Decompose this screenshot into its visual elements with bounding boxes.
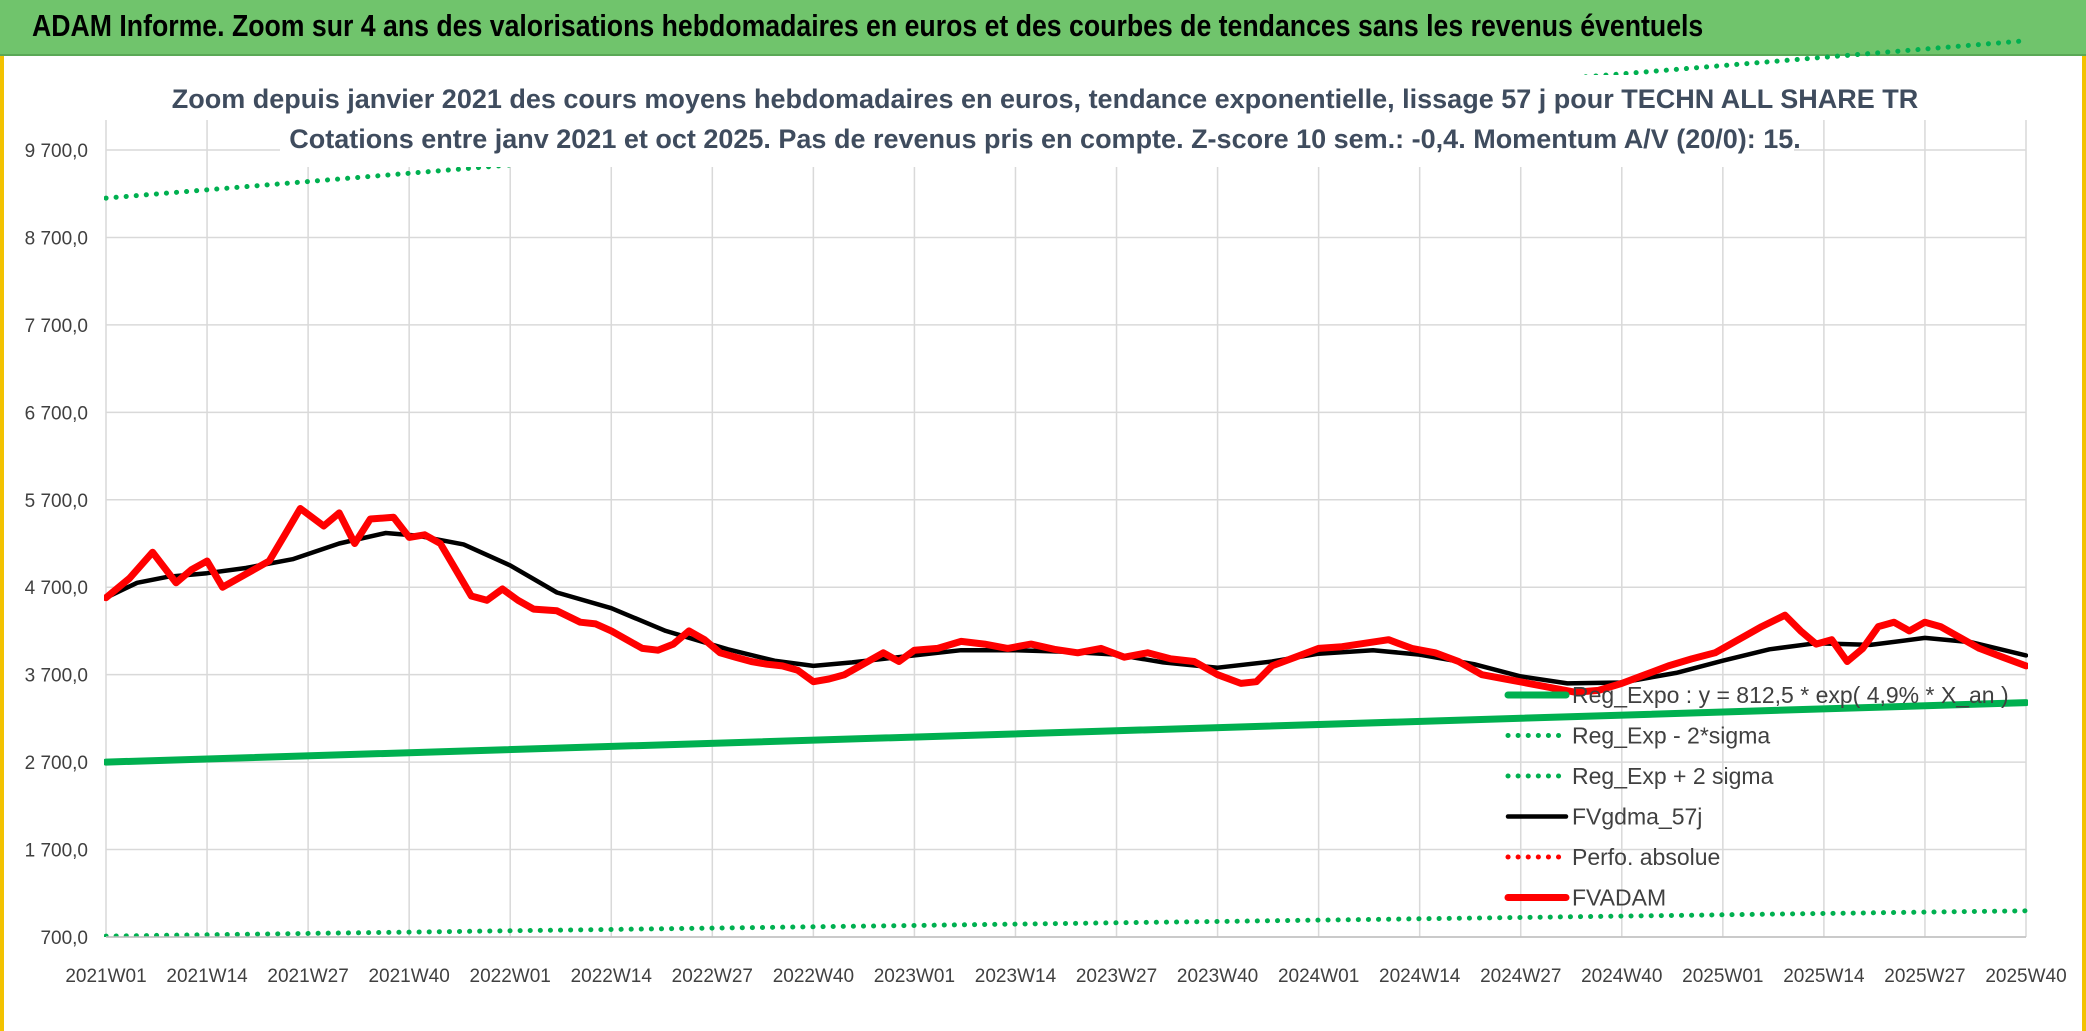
x-tick-label: 2021W14 [166, 966, 248, 987]
legend: Reg_Expo : y = 812,5 * exp( 4,9% * X_an … [1504, 682, 2009, 911]
y-tick-label: 8 700,0 [25, 228, 88, 249]
x-tick-label: 2025W27 [1884, 966, 1965, 987]
grid [105, 120, 2027, 938]
x-tick-label: 2025W01 [1682, 966, 1763, 987]
y-tick-label: 9 700,0 [25, 141, 88, 162]
y-tick-label: 2 700,0 [25, 753, 88, 774]
y-tick-label: 3 700,0 [25, 666, 88, 687]
x-tick-label: 2021W40 [368, 966, 449, 987]
x-tick-label: 2022W01 [470, 966, 551, 987]
x-tick-label: 2024W40 [1581, 966, 1662, 987]
y-tick-label: 1 700,0 [25, 841, 88, 862]
y-tick-label: 4 700,0 [25, 578, 88, 599]
y-tick-label: 7 700,0 [25, 316, 88, 337]
y-tick-label: 700,0 [40, 928, 88, 949]
x-tick-label: 2025W14 [1783, 966, 1865, 987]
x-tick-label: 2024W14 [1379, 966, 1461, 987]
chart-title-line-1: Zoom depuis janvier 2021 des cours moyen… [172, 84, 1918, 114]
series-line-regexp-1 [104, 908, 2028, 937]
chart-title-line-2: Cotations entre janv 2021 et oct 2025. P… [289, 124, 1801, 154]
chart-title: Zoom depuis janvier 2021 des cours moyen… [172, 75, 1918, 167]
series-line-regexpo-0 [104, 699, 2028, 766]
x-tick-label: 2023W27 [1076, 966, 1157, 987]
x-tick-label: 2022W40 [773, 966, 854, 987]
report-title: ADAM Informe. Zoom sur 4 ans des valoris… [32, 8, 1704, 43]
x-tick-label: 2024W01 [1278, 966, 1359, 987]
x-tick-label: 2023W01 [874, 966, 955, 987]
legend-entry: Perfo. absolue [1572, 844, 1720, 870]
chart-title-background [280, 75, 1794, 167]
legend-entry: Reg_Exp - 2*sigma [1572, 723, 1770, 749]
x-tick-label: 2022W27 [672, 966, 753, 987]
header-bar: ADAM Informe. Zoom sur 4 ans des valoris… [0, 0, 2086, 56]
y-tick-label: 5 700,0 [25, 491, 88, 512]
legend-entry: FVgdma_57j [1572, 804, 1702, 830]
x-tick-label: 2022W14 [571, 966, 653, 987]
axes: 700,0 1 700,0 2 700,0 3 700,0 4 700,0 5 700,0… [25, 141, 2067, 987]
series-line-fvgdma57j-3 [104, 530, 2028, 686]
x-tick-label: 2023W14 [975, 966, 1057, 987]
x-tick-label: 2021W01 [65, 966, 146, 987]
x-tick-label: 2025W40 [1985, 966, 2066, 987]
legend-entry: FVADAM [1572, 885, 1666, 911]
series-line-regexp-2 [104, 38, 2028, 201]
legend-entry: Reg_Expo : y = 812,5 * exp( 4,9% * X_an … [1572, 682, 2009, 708]
series-line-fvadam-5 [104, 505, 2028, 696]
x-tick-label: 2021W27 [267, 966, 348, 987]
x-tick-label: 2024W27 [1480, 966, 1561, 987]
y-tick-label: 6 700,0 [25, 403, 88, 424]
series-layer [104, 38, 2028, 937]
legend-entry: Reg_Exp + 2 sigma [1572, 763, 1774, 789]
x-tick-label: 2023W40 [1177, 966, 1258, 987]
